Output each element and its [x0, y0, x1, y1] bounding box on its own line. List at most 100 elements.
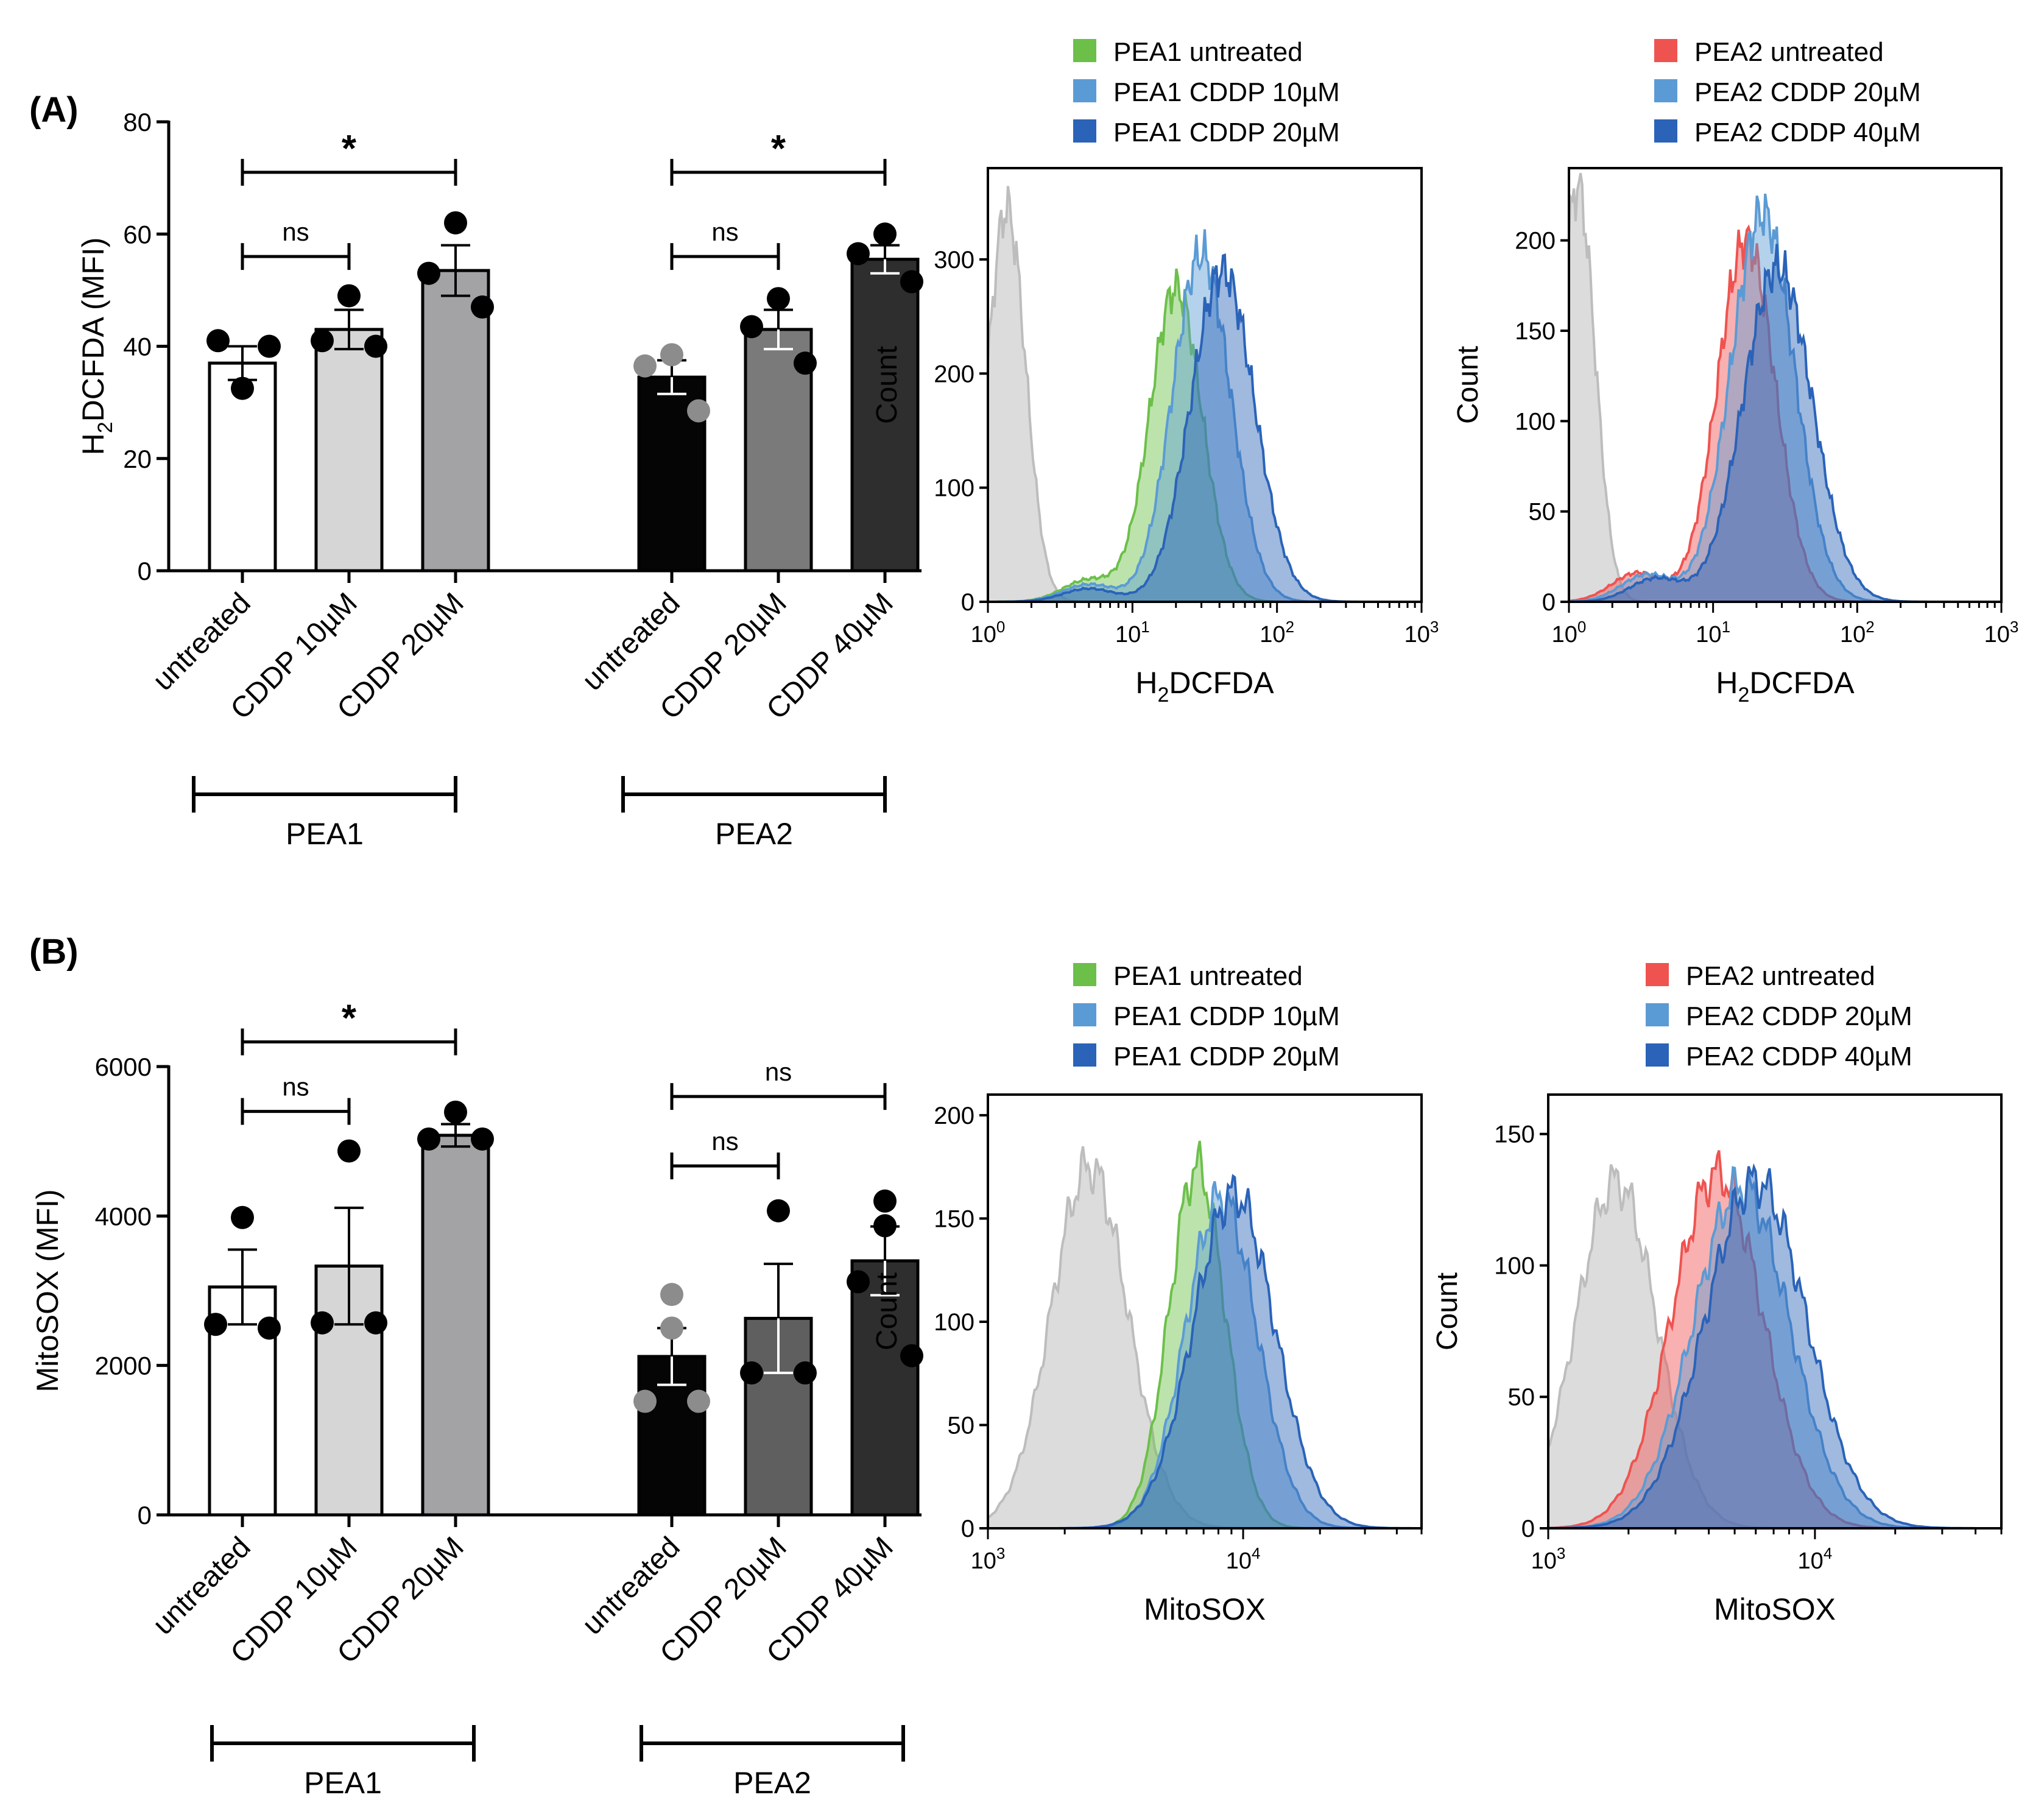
data-point	[900, 1344, 923, 1367]
significance-ns: ns	[282, 217, 309, 246]
y-tick-label: 200	[1515, 228, 1556, 255]
y-axis-label: H2DCFDA (MFI)	[76, 238, 117, 456]
panel-b-label: (B)	[29, 932, 79, 972]
plot-frame	[1547, 1093, 2003, 1530]
group-label: PEA1	[304, 1766, 382, 1800]
y-tick-label: 200	[934, 1103, 974, 1129]
y-tick-label: 20	[123, 445, 152, 473]
data-point	[687, 1389, 710, 1413]
x-tick-label: 101	[1696, 618, 1730, 647]
x-axis-label-rest: DCFDA	[1749, 666, 1855, 700]
y-tick-label: 150	[1515, 318, 1556, 345]
x-tick-label-base: 10	[1260, 622, 1285, 647]
significance-bracket: ns	[670, 1057, 887, 1110]
legend-swatch	[1073, 119, 1096, 143]
y-axis-label-main: MitoSOX (MFI)	[30, 1189, 65, 1392]
data-point	[794, 1361, 817, 1385]
x-tick-label-base: 10	[1404, 622, 1430, 647]
data-point	[258, 334, 281, 358]
x-tick-label: 100	[1552, 618, 1587, 647]
y-tick-label: 6000	[95, 1053, 152, 1081]
y-tick-label: 0	[961, 589, 974, 616]
x-tick-label-base: 10	[1226, 1548, 1252, 1574]
bar	[421, 1134, 490, 1517]
x-tick-label-exponent: 1	[1722, 618, 1730, 636]
y-tick-label: 100	[934, 1309, 974, 1336]
significance-ns: ns	[282, 1073, 309, 1101]
x-tick-label-exponent: 0	[996, 618, 1005, 636]
legend-label: PEA2 untreated	[1694, 37, 1884, 67]
data-point	[364, 334, 387, 358]
group-bracket: PEA2	[621, 776, 887, 851]
x-tick-label: 104	[1226, 1544, 1261, 1574]
data-point	[873, 222, 897, 246]
y-tick-label: 0	[961, 1515, 974, 1542]
y-axis-label: Count	[871, 346, 903, 424]
x-tick-label-exponent: 1	[1141, 618, 1149, 636]
significance-bracket: ns	[241, 1073, 351, 1125]
error-bar	[334, 1206, 364, 1326]
y-tick-label: 50	[948, 1412, 975, 1439]
significance-ns: ns	[711, 1127, 738, 1156]
x-tick-label-base: 10	[1840, 622, 1866, 647]
legend-swatch	[1073, 79, 1096, 102]
panel-b-bar-chart: 0 2000 4000 6000 MitoSOX (MFI) ns * ns ns untreat…	[30, 998, 923, 1800]
x-axis-label-sub: 2	[1738, 683, 1749, 707]
data-point	[847, 242, 870, 266]
y-axis-label-main: H	[76, 433, 110, 455]
x-tick-label: 104	[1798, 1544, 1833, 1574]
panel-a-label: (A)	[29, 90, 79, 130]
error-bar	[228, 1248, 257, 1326]
group-label: PEA1	[286, 817, 364, 851]
x-tick-label-exponent: 3	[1557, 1544, 1565, 1562]
bar	[314, 328, 384, 573]
x-tick-label-base: 10	[971, 622, 996, 647]
x-axis-label-rest: DCFDA	[1169, 666, 1274, 700]
legend-swatch	[1654, 119, 1677, 143]
y-tick-label: 150	[1494, 1121, 1535, 1148]
category-label: untreated	[147, 1531, 257, 1641]
data-point	[660, 1283, 683, 1307]
x-tick-label-base: 10	[1798, 1548, 1824, 1574]
x-axis-label-main: H	[1135, 666, 1157, 700]
significance-ns: ns	[711, 217, 738, 246]
legend-label: PEA2 CDDP 20µM	[1686, 1001, 1912, 1031]
group-bracket: PEA1	[210, 1725, 476, 1800]
y-tick-label: 40	[123, 333, 152, 361]
data-point	[660, 343, 683, 367]
significance-bracket: *	[670, 128, 887, 186]
y-axis-label-sub: 2	[94, 422, 117, 433]
legend-label: PEA1 untreated	[1113, 37, 1303, 67]
x-axis-label: H2DCFDA	[1716, 666, 1855, 707]
x-axis-label: MitoSOX	[1144, 1592, 1266, 1626]
data-point	[767, 287, 790, 311]
legend-swatch	[1646, 963, 1669, 986]
data-point	[900, 270, 923, 294]
significance-ns: ns	[765, 1057, 792, 1086]
data-point	[471, 1127, 494, 1151]
legend-label: PEA1 CDDP 20µM	[1113, 1042, 1340, 1071]
x-tick-label-exponent: 3	[2010, 618, 2018, 636]
y-tick-label: 2000	[95, 1352, 152, 1380]
x-tick-label-exponent: 0	[1577, 618, 1586, 636]
x-tick-label-base: 10	[1531, 1548, 1557, 1574]
data-point	[873, 1214, 897, 1238]
x-axis-label-main: MitoSOX	[1714, 1592, 1836, 1626]
data-point	[767, 1199, 790, 1223]
plot-frame	[1568, 167, 2003, 603]
data-point	[660, 1316, 683, 1340]
y-tick-label: 4000	[95, 1202, 152, 1230]
legend-swatch	[1073, 1043, 1096, 1067]
legend-label: PEA1 CDDP 10µM	[1113, 1001, 1340, 1031]
x-tick-label: 102	[1260, 618, 1294, 647]
y-tick-label: 0	[138, 1501, 152, 1530]
category-label: untreated	[147, 587, 257, 697]
data-point	[337, 284, 361, 308]
x-tick-label-exponent: 3	[996, 1544, 1005, 1562]
y-tick-label: 0	[138, 557, 152, 585]
data-point	[633, 354, 657, 378]
y-tick-label: 50	[1508, 1384, 1535, 1411]
